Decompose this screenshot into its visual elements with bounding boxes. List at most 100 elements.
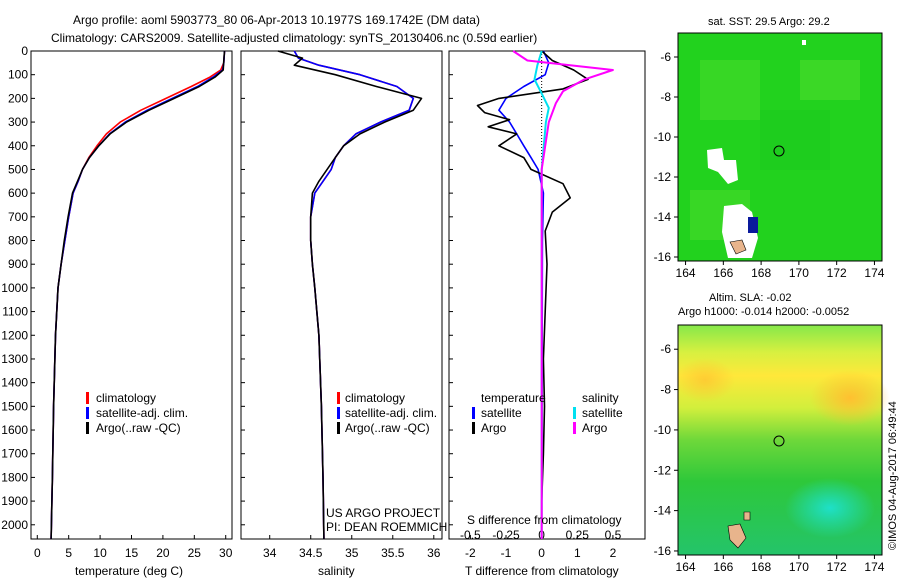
depth-tick-label: 1800 <box>1 470 28 484</box>
lon-tick-label: 172 <box>827 266 847 280</box>
lon-tick-label: 170 <box>789 560 809 574</box>
sla-low-blob <box>785 478 875 538</box>
depth-tick-label: 1000 <box>1 281 28 295</box>
lon-tick-label: 174 <box>864 560 884 574</box>
salinity-xlabel: salinity <box>318 564 355 578</box>
lat-tick-label: -14 <box>654 504 672 518</box>
lon-tick-label: 164 <box>676 560 696 574</box>
sst-map <box>677 32 883 262</box>
island-shape <box>729 239 747 255</box>
depth-tick-label: 1700 <box>1 447 28 461</box>
sst-patch <box>700 60 760 120</box>
depth-tick-label: 700 <box>8 210 28 224</box>
argo-position-marker <box>773 145 785 157</box>
lat-tick-label: -10 <box>654 423 672 437</box>
lon-tick-label: 172 <box>827 560 847 574</box>
lon-tick-label: 166 <box>713 266 733 280</box>
sla-map-frame <box>677 324 883 556</box>
sst-x-ticks: 164 166 168 170 172 174 <box>676 261 885 280</box>
x-tick-label: 0 <box>538 546 545 560</box>
sla-high-blob <box>810 370 890 426</box>
legend-swatch-climatology <box>86 392 89 404</box>
x-tick-label: -2 <box>465 546 476 560</box>
legend-swatch-t-argo <box>472 422 475 434</box>
temperature-legend: climatology satellite-adj. clim. Argo(..… <box>86 391 188 435</box>
legend-swatch-climatology <box>337 392 340 404</box>
lat-tick-label: -12 <box>654 463 672 477</box>
sla-high-blob <box>675 358 735 402</box>
salinity-lines <box>277 50 423 540</box>
legend-label-satellite: satellite-adj. clim. <box>345 406 437 420</box>
temperature-xlabel: temperature (deg C) <box>75 564 183 578</box>
lat-tick-label: -6 <box>660 342 671 356</box>
x-tick-label: 10 <box>93 546 107 560</box>
difference-lines <box>476 50 614 540</box>
x-tick-label: 0 <box>34 546 41 560</box>
legend-salinity-heading: salinity <box>582 391 619 405</box>
legend-temperature-heading: temperature <box>481 391 546 405</box>
depth-tick-label: 1600 <box>1 423 28 437</box>
sst-y-ticks: -6 -8 -10 -12 -14 -16 <box>654 50 678 264</box>
s-diff-tick-label: -0.5 <box>460 528 481 542</box>
legend-swatch-satellite <box>337 407 340 419</box>
series-line-argo <box>277 50 423 540</box>
difference-xlabel: T difference from climatology <box>465 564 619 578</box>
depth-tick-label: 200 <box>8 91 28 105</box>
land-mask <box>707 148 738 184</box>
sst-patch <box>760 110 830 170</box>
x-tick-label: 25 <box>188 546 202 560</box>
legend-swatch-argo <box>86 422 89 434</box>
sla-y-ticks: -6 -8 -10 -12 -14 -16 <box>654 342 678 558</box>
depth-tick-label: 1100 <box>2 305 28 319</box>
legend-label-t-satellite: satellite <box>481 406 522 420</box>
lon-tick-label: 164 <box>676 266 696 280</box>
legend-swatch-s-satellite <box>573 407 576 419</box>
depth-tick-label: 300 <box>8 115 28 129</box>
x-tick-label: 34.5 <box>299 546 323 560</box>
x-tick-label: 36 <box>427 546 441 560</box>
x-tick-label: 5 <box>65 546 72 560</box>
depth-tick-label: 500 <box>8 162 28 176</box>
temperature-x-ticks: 0 5 10 15 20 25 30 <box>34 535 233 560</box>
project-annotation: US ARGO PROJECT <box>326 506 441 520</box>
sla-map-subtitle: Argo h1000: -0.014 h2000: -0.0052 <box>678 306 849 318</box>
salinity-x-ticks: 34 34.5 35 35.5 36 <box>263 535 441 560</box>
lon-tick-label: 170 <box>789 266 809 280</box>
lat-tick-label: -16 <box>654 544 672 558</box>
depth-tick-label: 600 <box>8 186 28 200</box>
series-line-argo <box>50 50 226 540</box>
difference-legend: temperature satellite Argo salinity sate… <box>472 391 623 435</box>
lat-tick-label: -14 <box>654 210 672 224</box>
legend-label-s-satellite: satellite <box>582 406 623 420</box>
depth-tick-label: 2000 <box>1 518 28 532</box>
x-tick-label: 2 <box>610 546 617 560</box>
depth-tick-label: 900 <box>8 257 28 271</box>
x-tick-label: 30 <box>219 546 233 560</box>
depth-tick-label: 1300 <box>1 352 28 366</box>
lat-tick-label: -8 <box>660 90 671 104</box>
legend-label-satellite: satellite-adj. clim. <box>96 406 188 420</box>
x-tick-label: -1 <box>501 546 512 560</box>
x-tick-label: 35 <box>345 546 359 560</box>
series-line-climatology <box>293 50 415 540</box>
imos-stamp: ©IMOS 04-Aug-2017 06:49:44 <box>887 401 899 550</box>
lon-tick-label: 168 <box>751 560 771 574</box>
sst-patch <box>800 60 860 100</box>
legend-label-argo: Argo(..raw -QC) <box>96 421 181 435</box>
legend-swatch-s-argo <box>573 422 576 434</box>
island-shape <box>743 511 751 521</box>
s-diff-tick-label: 0.5 <box>605 528 622 542</box>
header-title: Argo profile: aoml 5903773_80 06-Apr-201… <box>73 13 480 27</box>
lat-tick-label: -16 <box>654 250 672 264</box>
x-tick-label: 1 <box>574 546 581 560</box>
sst-dark-pixel <box>748 217 758 233</box>
depth-tick-label: 800 <box>8 234 28 248</box>
series-line-s-argo <box>512 50 614 539</box>
depth-tick-label: 1400 <box>1 376 28 390</box>
lat-tick-label: -6 <box>660 50 671 64</box>
lon-tick-label: 166 <box>713 560 733 574</box>
legend-swatch-satellite <box>86 407 89 419</box>
argo-position-marker <box>773 435 785 447</box>
